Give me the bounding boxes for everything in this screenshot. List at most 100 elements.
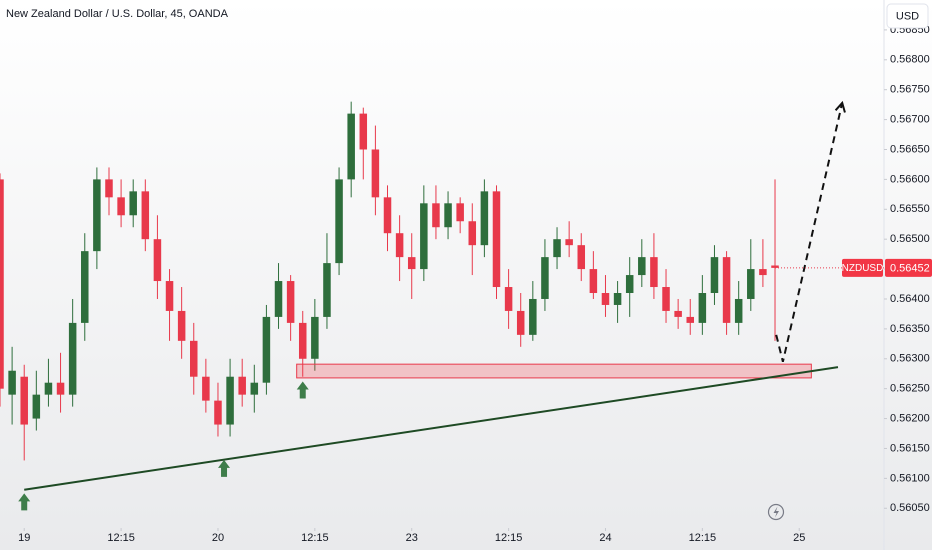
candle-body <box>541 257 549 299</box>
candle-body <box>274 281 283 317</box>
candle-body <box>383 197 392 234</box>
y-tick-label: 0.56400 <box>890 293 930 305</box>
y-tick-label: 0.56600 <box>890 173 930 185</box>
candle-body <box>553 239 561 258</box>
candle-body <box>650 257 658 288</box>
candle-body <box>0 179 4 389</box>
y-tick-label: 0.56200 <box>890 412 930 424</box>
candle-body <box>722 257 731 323</box>
y-tick-label: 0.56300 <box>890 353 930 365</box>
candle-body <box>117 197 125 216</box>
candle-body <box>226 376 234 425</box>
candle-body <box>625 275 634 294</box>
up-arrow <box>296 381 309 399</box>
support-zone <box>296 363 812 379</box>
candle-body <box>601 293 610 305</box>
candle-body <box>189 340 198 377</box>
candle-body <box>93 179 101 252</box>
candle-body <box>456 203 464 222</box>
candle-body <box>589 269 598 294</box>
x-tick-label: 12:15 <box>495 532 523 544</box>
candle-body <box>638 257 646 276</box>
y-tick-label: 0.56800 <box>890 54 930 66</box>
candle-body <box>68 322 77 395</box>
y-tick-label: 0.56750 <box>890 84 930 96</box>
candle-body <box>747 269 755 299</box>
candle-body <box>347 113 355 180</box>
y-tick-label: 0.56250 <box>890 383 930 395</box>
candle-body <box>480 191 489 246</box>
candle-body <box>674 310 682 317</box>
projection-arrowhead <box>834 100 846 113</box>
candle-body <box>771 265 779 268</box>
chart-title: New Zealand Dollar / U.S. Dollar, 45, OA… <box>6 8 229 20</box>
candle-body <box>577 245 586 270</box>
candle-body <box>298 322 307 359</box>
candle-body <box>8 370 16 395</box>
candle-body <box>238 376 246 395</box>
alert-icon[interactable] <box>767 503 785 521</box>
candle-body <box>504 287 513 311</box>
x-tick-label: 24 <box>599 532 611 544</box>
candle-body <box>44 382 53 395</box>
currency-button[interactable] <box>886 3 929 29</box>
candle-body <box>202 376 210 401</box>
candle-body <box>734 298 743 323</box>
candle-body <box>323 263 331 317</box>
candle-body <box>262 316 271 383</box>
y-tick-label: 0.56650 <box>890 143 930 155</box>
candle-body <box>129 191 137 216</box>
projection-path <box>775 102 844 363</box>
candle-body <box>335 179 343 264</box>
y-tick-label: 0.56150 <box>890 442 930 454</box>
candle-body <box>250 382 259 395</box>
x-tick-label: 12:15 <box>689 532 717 544</box>
y-tick-label: 0.56500 <box>890 233 930 245</box>
candle-body <box>81 251 89 323</box>
candle-body <box>432 203 440 228</box>
y-tick-label: 0.56100 <box>890 472 930 484</box>
candle-body <box>56 382 65 395</box>
last-price-label: 0.56452 <box>890 262 930 274</box>
candle-body <box>529 298 537 335</box>
candle-body <box>214 400 222 425</box>
candle-body <box>407 257 416 270</box>
candle-body <box>420 203 428 270</box>
candle-body <box>177 310 186 341</box>
candle-body <box>153 239 162 282</box>
candle-body <box>105 179 113 198</box>
candle-body <box>165 281 174 311</box>
x-tick-label: 20 <box>212 532 224 544</box>
candle-body <box>20 376 28 425</box>
y-tick-label: 0.56050 <box>890 502 930 514</box>
x-tick-label: 19 <box>18 532 30 544</box>
y-tick-label: 0.56350 <box>890 323 930 335</box>
candle-body <box>686 316 695 323</box>
candle-body <box>359 113 368 150</box>
up-arrow <box>218 459 231 477</box>
candle-body <box>710 257 719 294</box>
x-tick-label: 23 <box>406 532 418 544</box>
currency-label[interactable]: USD <box>896 10 919 22</box>
candle-body <box>395 233 404 258</box>
x-tick-label: 12:15 <box>301 532 329 544</box>
price-badge <box>885 258 932 277</box>
candle-body <box>516 310 525 335</box>
y-tick-label: 0.56700 <box>890 113 930 125</box>
trendline <box>24 366 839 491</box>
symbol-label: NZDUSD <box>842 263 884 274</box>
candle-body <box>141 191 150 240</box>
candle-body <box>662 287 670 311</box>
candle-body <box>311 316 319 359</box>
x-tick-label: 25 <box>793 532 805 544</box>
candle-body <box>613 293 622 305</box>
candle-body <box>565 239 573 246</box>
symbol-badge <box>842 258 883 277</box>
candle-body <box>468 221 477 246</box>
candle-body <box>371 149 380 198</box>
x-tick-label: 12:15 <box>107 532 135 544</box>
candle-body <box>698 293 707 323</box>
y-tick-label: 0.56550 <box>890 203 930 215</box>
